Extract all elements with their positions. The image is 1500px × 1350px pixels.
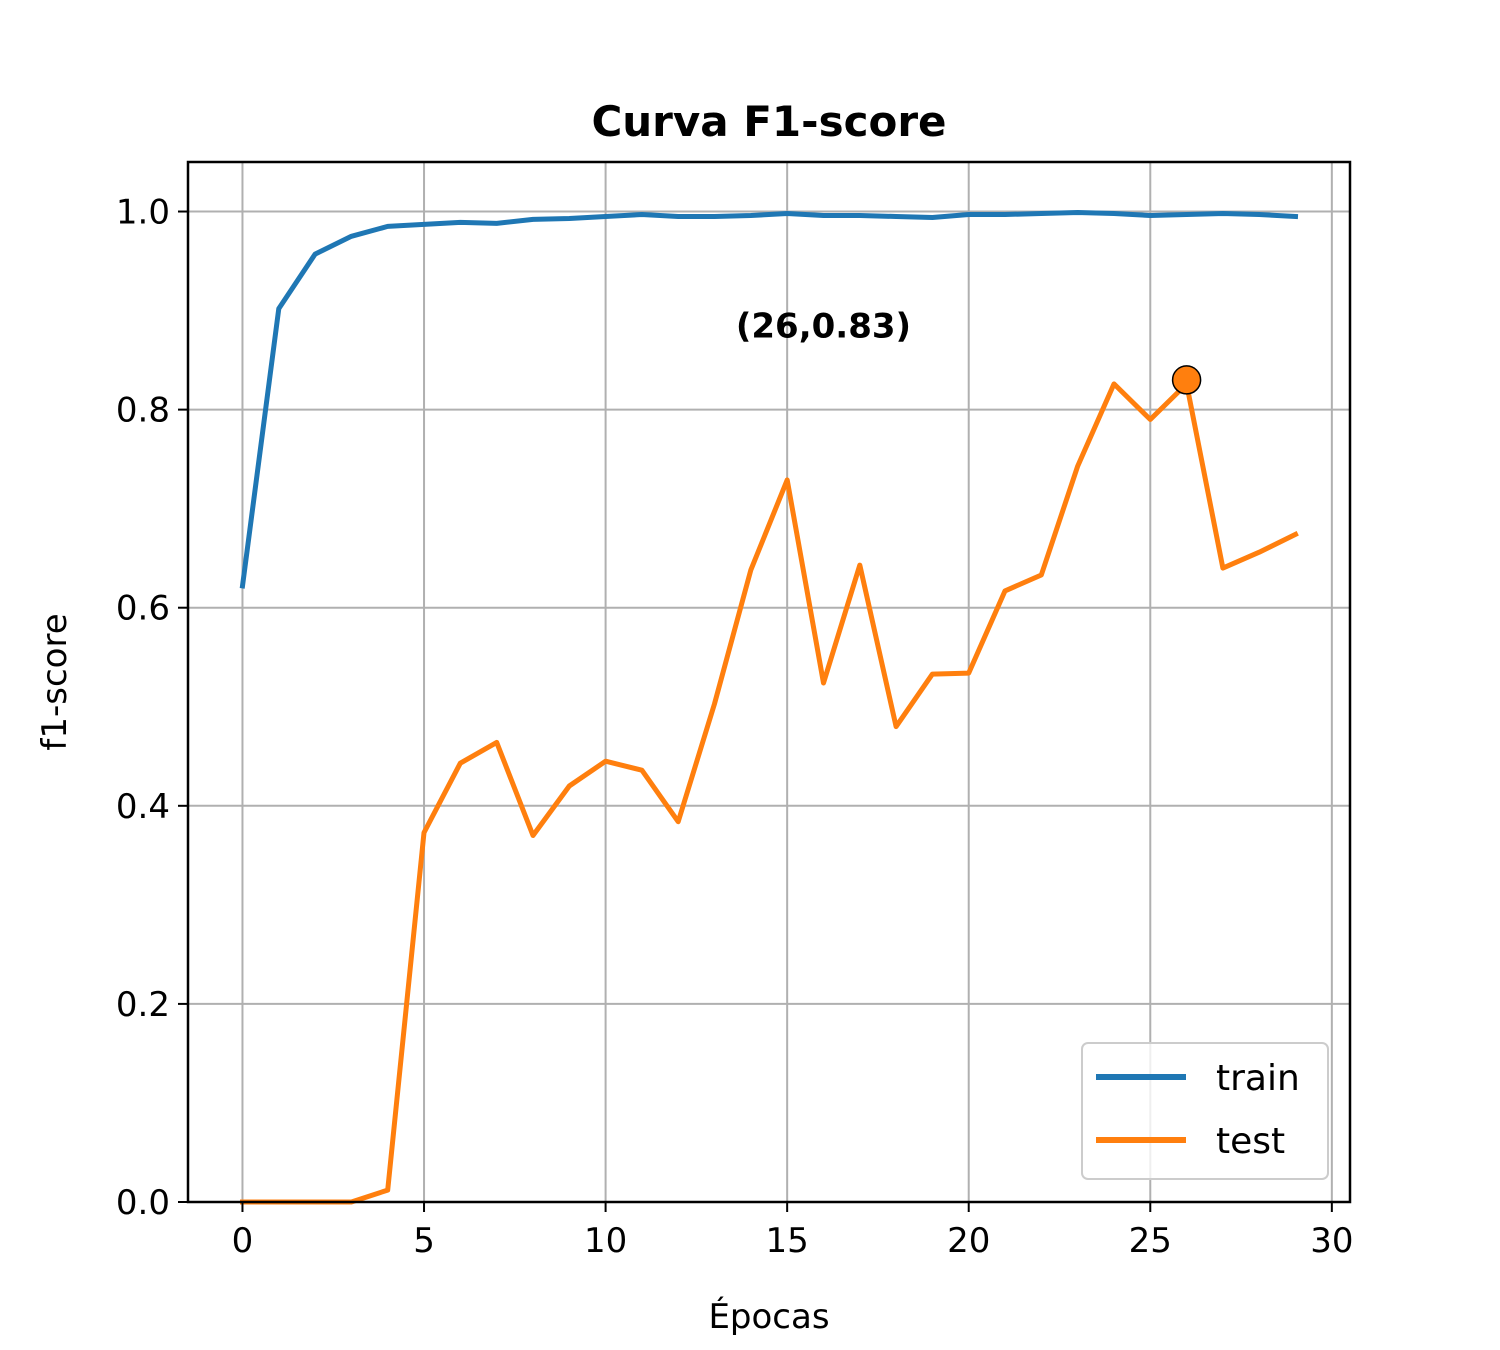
- plot-frame: [186, 160, 1352, 1204]
- legend: train test: [1081, 1042, 1329, 1180]
- best-point-marker: [1171, 365, 1202, 395]
- legend-label-test: test: [1216, 1121, 1285, 1162]
- y-axis-label: f1-score: [35, 613, 75, 750]
- x-tick-label: 5: [413, 1221, 435, 1261]
- y-tick-label: 0.8: [116, 391, 170, 431]
- y-tick-label: 0.6: [116, 589, 170, 629]
- y-tick-label: 0.2: [116, 985, 170, 1025]
- series-layer: [239, 210, 1299, 1205]
- annotation-label: (26,0.83): [736, 306, 911, 346]
- x-axis-label: Épocas: [708, 1296, 829, 1337]
- grid: [188, 162, 1350, 1203]
- x-tick-label: 15: [766, 1221, 809, 1261]
- chart-title: Curva F1-score: [591, 97, 946, 146]
- x-tick-label: 0: [232, 1221, 254, 1261]
- y-tick-label: 1.0: [116, 193, 170, 233]
- x-tick-label: 30: [1310, 1221, 1353, 1261]
- x-tick-label: 10: [584, 1221, 627, 1261]
- y-tick-label: 0.4: [116, 787, 170, 827]
- legend-label-train: train: [1216, 1058, 1300, 1099]
- ticks: 0 5 10 15 20 25 30 0.0 0.2 0.4 0.6 0.8 1.0: [116, 193, 1354, 1261]
- series-line-train: [239, 210, 1299, 589]
- x-tick-label: 25: [1129, 1221, 1172, 1261]
- series-line-test: [240, 381, 1299, 1205]
- y-tick-label: 0.0: [116, 1183, 170, 1223]
- x-tick-label: 20: [947, 1221, 990, 1261]
